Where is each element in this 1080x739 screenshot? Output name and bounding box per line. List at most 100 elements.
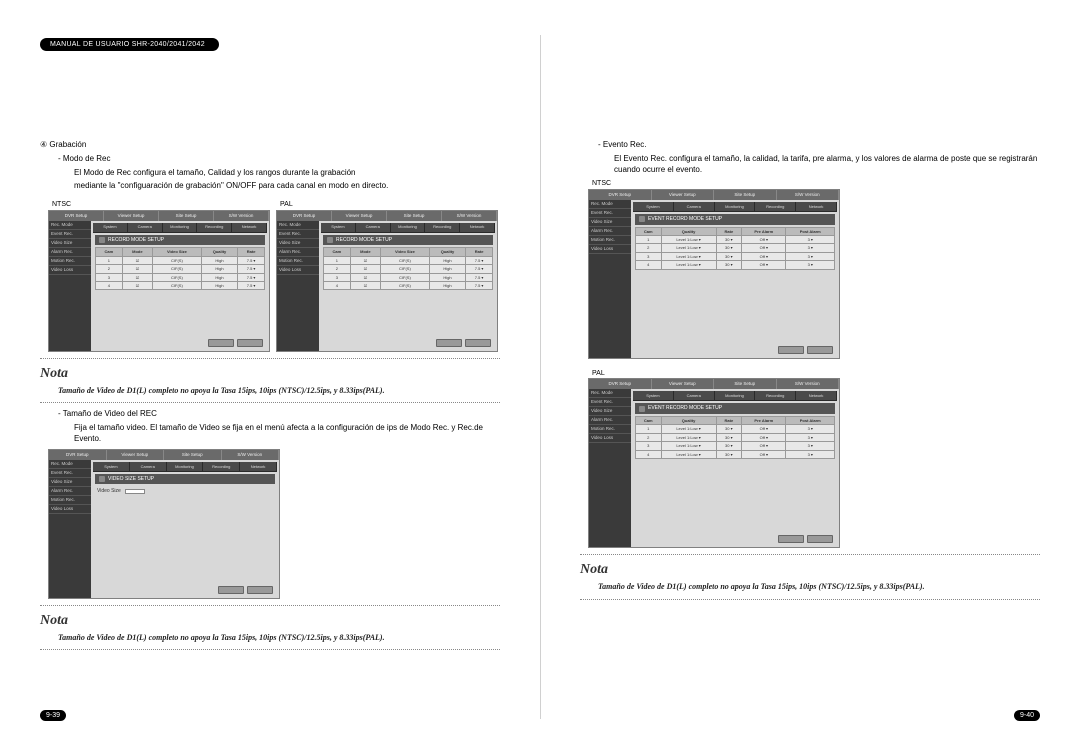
menu-btn[interactable]: Recording: [425, 223, 460, 232]
td[interactable]: Off ▾: [742, 261, 786, 269]
side-item[interactable]: Alarm Rec.: [277, 248, 319, 257]
tab[interactable]: Site Setup: [714, 379, 777, 389]
ok-button[interactable]: [218, 586, 244, 594]
td[interactable]: 30 ▾: [716, 235, 742, 243]
menu-btn[interactable]: Recording: [203, 462, 240, 471]
side-item[interactable]: Video Size: [277, 239, 319, 248]
side-item[interactable]: Alarm Rec.: [589, 227, 631, 236]
side-item[interactable]: Alarm Rec.: [589, 416, 631, 425]
side-item[interactable]: Event Rec.: [589, 398, 631, 407]
tab[interactable]: DVR Setup: [589, 379, 652, 389]
td[interactable]: 3 ▾: [786, 235, 835, 243]
side-item[interactable]: Event Rec.: [49, 469, 91, 478]
td[interactable]: Level 1:Low ▾: [661, 235, 716, 243]
menu-btn[interactable]: Monitoring: [163, 223, 198, 232]
td[interactable]: Level 1:Low ▾: [661, 425, 716, 433]
td[interactable]: Level 1:Low ▾: [661, 450, 716, 458]
ok-button[interactable]: [778, 535, 804, 543]
menu-btn[interactable]: System: [93, 462, 130, 471]
tab[interactable]: Viewer Setup: [104, 211, 159, 221]
tab[interactable]: Viewer Setup: [652, 190, 715, 200]
td[interactable]: 30 ▾: [716, 261, 742, 269]
menu-btn[interactable]: Camera: [128, 223, 163, 232]
td[interactable]: 7.5 ▾: [466, 273, 493, 281]
tab[interactable]: DVR Setup: [49, 450, 107, 460]
td[interactable]: 30 ▾: [716, 425, 742, 433]
td[interactable]: 7.5 ▾: [466, 256, 493, 264]
side-item[interactable]: Rec. Mode: [589, 200, 631, 209]
cancel-button[interactable]: [807, 346, 833, 354]
ok-button[interactable]: [778, 346, 804, 354]
td[interactable]: Off ▾: [742, 450, 786, 458]
td[interactable]: 7.5 ▾: [238, 281, 265, 289]
side-item[interactable]: Motion Rec.: [49, 496, 91, 505]
side-item[interactable]: Video Loss: [49, 266, 91, 275]
td[interactable]: Level 1:Low ▾: [661, 433, 716, 441]
side-item[interactable]: Video Size: [49, 239, 91, 248]
side-item[interactable]: Event Rec.: [49, 230, 91, 239]
td[interactable]: 7.5 ▾: [238, 256, 265, 264]
menu-btn[interactable]: Recording: [197, 223, 232, 232]
td[interactable]: ☑: [350, 273, 380, 281]
td[interactable]: 30 ▾: [716, 244, 742, 252]
cancel-button[interactable]: [807, 535, 833, 543]
side-item[interactable]: Rec. Mode: [277, 221, 319, 230]
td[interactable]: CIF(S): [153, 256, 202, 264]
td[interactable]: Off ▾: [742, 252, 786, 260]
td[interactable]: Off ▾: [742, 442, 786, 450]
td[interactable]: Off ▾: [742, 244, 786, 252]
td[interactable]: 7.5 ▾: [466, 265, 493, 273]
td[interactable]: 30 ▾: [716, 433, 742, 441]
td[interactable]: 3 ▾: [786, 244, 835, 252]
tab[interactable]: S/W Version: [777, 379, 840, 389]
side-item[interactable]: Video Loss: [49, 505, 91, 514]
tab[interactable]: S/W Version: [214, 211, 269, 221]
td[interactable]: 30 ▾: [716, 252, 742, 260]
side-item[interactable]: Rec. Mode: [49, 221, 91, 230]
td[interactable]: Off ▾: [742, 433, 786, 441]
side-item[interactable]: Video Loss: [277, 266, 319, 275]
tab[interactable]: S/W Version: [442, 211, 497, 221]
side-item[interactable]: Video Loss: [589, 434, 631, 443]
menu-btn[interactable]: Camera: [356, 223, 391, 232]
td[interactable]: CIF(S): [153, 265, 202, 273]
side-item[interactable]: Motion Rec.: [277, 257, 319, 266]
td[interactable]: CIF(S): [381, 273, 430, 281]
td[interactable]: ☑: [122, 273, 152, 281]
td[interactable]: Level 1:Low ▾: [661, 442, 716, 450]
td[interactable]: CIF(S): [153, 273, 202, 281]
tab[interactable]: Viewer Setup: [652, 379, 715, 389]
td[interactable]: High: [201, 281, 237, 289]
menu-btn[interactable]: Network: [460, 223, 495, 232]
td[interactable]: High: [429, 265, 465, 273]
side-item[interactable]: Motion Rec.: [49, 257, 91, 266]
td[interactable]: Level 1:Low ▾: [661, 252, 716, 260]
td[interactable]: High: [429, 281, 465, 289]
menu-btn[interactable]: Recording: [755, 202, 796, 211]
td[interactable]: ☑: [350, 256, 380, 264]
side-item[interactable]: Video Size: [49, 478, 91, 487]
menu-btn[interactable]: Monitoring: [167, 462, 204, 471]
td[interactable]: CIF(S): [381, 281, 430, 289]
td[interactable]: Level 1:Low ▾: [661, 261, 716, 269]
menu-btn[interactable]: Monitoring: [715, 202, 756, 211]
td[interactable]: 3 ▾: [786, 450, 835, 458]
cancel-button[interactable]: [465, 339, 491, 347]
cancel-button[interactable]: [237, 339, 263, 347]
tab[interactable]: DVR Setup: [589, 190, 652, 200]
menu-btn[interactable]: System: [93, 223, 128, 232]
side-item[interactable]: Alarm Rec.: [49, 248, 91, 257]
tab[interactable]: DVR Setup: [49, 211, 104, 221]
tab[interactable]: Viewer Setup: [332, 211, 387, 221]
side-item[interactable]: Video Size: [589, 407, 631, 416]
menu-btn[interactable]: Network: [796, 391, 837, 400]
menu-btn[interactable]: Network: [240, 462, 277, 471]
td[interactable]: 30 ▾: [716, 450, 742, 458]
td[interactable]: High: [429, 273, 465, 281]
menu-btn[interactable]: Recording: [755, 391, 796, 400]
td[interactable]: 7.5 ▾: [238, 273, 265, 281]
menu-btn[interactable]: Camera: [674, 202, 715, 211]
menu-btn[interactable]: System: [633, 391, 674, 400]
td[interactable]: Off ▾: [742, 425, 786, 433]
tab[interactable]: Site Setup: [159, 211, 214, 221]
